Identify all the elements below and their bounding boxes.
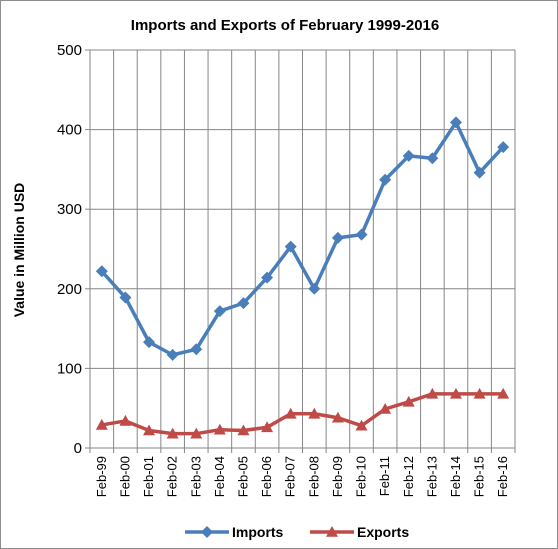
data-point-exports <box>261 421 274 433</box>
data-point-imports <box>119 291 132 304</box>
data-point-imports <box>402 149 415 162</box>
data-point-imports <box>331 231 344 244</box>
x-tick-label: Feb-16 <box>495 456 510 497</box>
data-point-imports <box>284 240 297 253</box>
series-layer <box>95 116 510 439</box>
data-point-exports <box>308 407 321 419</box>
data-point-exports <box>213 423 226 435</box>
data-point-imports <box>449 116 462 129</box>
x-tick-label: Feb-09 <box>330 456 345 497</box>
x-tick-label: Feb-07 <box>283 456 298 497</box>
data-point-imports <box>237 297 250 310</box>
data-point-exports <box>355 419 368 431</box>
data-point-imports <box>497 141 510 154</box>
data-point-imports <box>426 152 439 165</box>
data-point-exports <box>95 418 108 430</box>
data-point-exports <box>497 387 510 399</box>
x-tick-label: Feb-02 <box>165 456 180 497</box>
data-point-imports <box>143 336 156 349</box>
y-tick-label: 400 <box>57 122 82 139</box>
y-tick-label: 500 <box>57 42 82 59</box>
data-point-imports <box>95 265 108 278</box>
data-point-exports <box>331 411 344 423</box>
y-tick-label: 200 <box>57 281 82 298</box>
data-point-exports <box>402 395 415 407</box>
x-tick-label: Feb-08 <box>306 456 321 497</box>
y-axis-label: Value in Million USD <box>11 183 27 318</box>
data-point-imports <box>166 348 179 361</box>
y-tick-label: 0 <box>74 440 82 457</box>
data-point-imports <box>213 305 226 318</box>
data-point-exports <box>119 414 132 426</box>
legend: Imports Exports <box>185 524 409 540</box>
y-tick-label: 100 <box>57 360 82 377</box>
data-point-exports <box>190 427 203 439</box>
data-point-imports <box>355 228 368 241</box>
data-point-exports <box>284 407 297 419</box>
data-point-imports <box>308 282 321 295</box>
x-tick-label: Feb-10 <box>354 456 369 497</box>
data-point-exports <box>449 387 462 399</box>
legend-label-imports: Imports <box>232 524 284 540</box>
data-point-imports <box>473 166 486 179</box>
x-tick-label: Feb-12 <box>401 456 416 497</box>
plot-grid <box>90 49 516 449</box>
data-point-exports <box>143 424 156 436</box>
data-point-imports <box>261 271 274 284</box>
series-line-imports <box>100 120 505 357</box>
x-tick-label: Feb-15 <box>472 456 487 497</box>
plot-axes <box>85 49 516 453</box>
legend-label-exports: Exports <box>357 524 409 540</box>
data-point-imports <box>190 343 203 356</box>
chart-title: Imports and Exports of February 1999-201… <box>131 17 439 34</box>
x-tick-label: Feb-05 <box>235 456 250 497</box>
x-tick-label: Feb-99 <box>94 456 109 497</box>
y-tick-label: 300 <box>57 201 82 218</box>
legend-marker-imports <box>201 526 213 538</box>
x-tick-label: Feb-04 <box>212 456 227 497</box>
x-tick-label: Feb-13 <box>424 456 439 497</box>
y-tick-labels: 0 100 200 300 400 500 <box>57 42 82 457</box>
legend-marker-exports <box>326 526 338 537</box>
x-tick-label: Feb-01 <box>141 456 156 497</box>
series-line-exports <box>101 392 504 436</box>
x-tick-labels: Feb-99 Feb-00 Feb-01 Feb-02 Feb-03 Feb-04 Feb-… <box>94 456 510 497</box>
data-point-exports <box>237 424 250 436</box>
data-point-exports <box>426 387 439 399</box>
data-point-exports <box>473 387 486 399</box>
x-tick-label: Feb-11 <box>377 456 392 496</box>
x-tick-label: Feb-03 <box>188 456 203 497</box>
data-point-exports <box>379 402 392 414</box>
data-point-exports <box>166 427 179 439</box>
x-tick-label: Feb-06 <box>259 456 274 497</box>
data-point-imports <box>379 173 392 186</box>
x-tick-label: Feb-00 <box>117 456 132 497</box>
x-tick-label: Feb-14 <box>448 456 463 497</box>
